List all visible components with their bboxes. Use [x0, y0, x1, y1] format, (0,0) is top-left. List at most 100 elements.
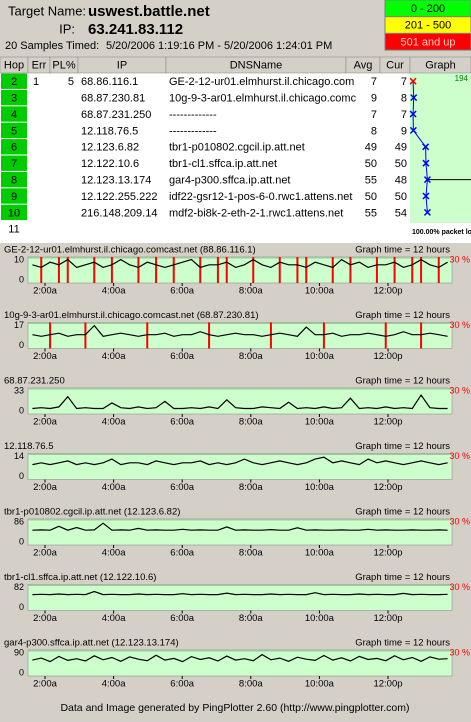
y-min: 0	[19, 667, 24, 677]
cell: 12.118.76.5	[81, 125, 138, 137]
latency-marker	[422, 159, 430, 167]
cell: tbr1-p010802.cgcil.ip.att.net	[169, 142, 305, 154]
hop-cell	[1, 122, 27, 139]
panel-title: 68.87.231.250	[4, 376, 65, 387]
time-label: 6:00a	[170, 286, 194, 297]
loss-bar	[269, 322, 272, 349]
time-range: 5/20/2006 1:19:16 PM - 5/20/2006 1:24:01…	[106, 40, 332, 52]
graph-max: 194	[455, 74, 469, 83]
cell: 50	[395, 158, 407, 170]
cell: 7	[401, 109, 407, 121]
latency-trace	[32, 394, 448, 410]
y-max: 14	[14, 451, 24, 461]
cell: 12.122.255.222	[81, 191, 157, 203]
loss-bar	[66, 257, 69, 283]
time-label: 6:00a	[170, 613, 194, 624]
latency-trace	[32, 258, 448, 269]
loss-bar	[93, 257, 96, 283]
hop-cell	[1, 221, 27, 237]
graph-time: Graph time = 12 hours	[355, 441, 450, 452]
cell: 12.123.13.174	[81, 175, 151, 187]
y-min: 0	[19, 602, 24, 612]
y-max: 86	[14, 516, 24, 526]
column-header-label: Avg	[354, 59, 373, 71]
hop-cell	[1, 188, 27, 204]
cell: 7	[401, 76, 407, 88]
cell: 11	[8, 224, 19, 236]
cell: idf22-gsr12-1-pos-6-0.rwc1.attens.net	[169, 191, 352, 203]
time-label: 12:00p	[373, 679, 402, 690]
latency-marker	[410, 94, 418, 102]
time-label: 6:00a	[170, 417, 194, 428]
loss-bar	[278, 257, 281, 283]
time-label: 8:00a	[239, 613, 263, 624]
time-label: 8:00a	[239, 679, 263, 690]
loss-bar	[172, 257, 175, 283]
loss-bar	[110, 257, 113, 283]
time-label: 4:00a	[102, 679, 126, 690]
loss-bar	[57, 257, 60, 283]
time-label: 8:00a	[239, 548, 263, 559]
time-label: 4:00a	[102, 482, 126, 493]
latency-trace	[32, 456, 448, 466]
latency-trace	[32, 522, 448, 531]
loss-scale: 30 %	[449, 516, 470, 526]
y-max: 90	[14, 647, 24, 657]
time-label: 4:00a	[102, 351, 126, 362]
cell: 7	[371, 109, 377, 121]
ip: 63.241.83.112	[88, 21, 183, 38]
samples-label: 20 Samples Timed:	[5, 40, 99, 52]
column-header	[409, 56, 471, 74]
column-header-label: Hop	[4, 59, 24, 71]
cell: 7	[11, 158, 17, 170]
y-min: 0	[19, 536, 24, 546]
cell: GE-2-12-ur01.elmhurst.il.chicago.com	[169, 76, 354, 88]
time-label: 6:00a	[170, 351, 194, 362]
latency-marker	[422, 192, 430, 200]
loss-bar	[84, 322, 87, 349]
graph-time: Graph time = 12 hours	[355, 572, 450, 583]
loss-bar	[216, 257, 219, 283]
column-header-label: PL%	[52, 59, 75, 71]
cell: 6	[11, 142, 17, 154]
cell: 68.87.230.81	[81, 93, 145, 105]
loss-scale: 30 %	[449, 582, 470, 592]
cell: 49	[365, 142, 377, 154]
loss-bar	[225, 257, 228, 283]
hop-cell	[1, 171, 27, 188]
time-label: 2:00a	[33, 679, 57, 690]
cell: 68.87.231.250	[81, 109, 151, 121]
loss-bar	[137, 257, 140, 283]
target: uswest.battle.net	[88, 3, 210, 20]
legend-label: 501 and up	[400, 36, 455, 48]
time-label: 4:00a	[102, 286, 126, 297]
loss-bar	[375, 257, 378, 283]
loss-bar	[208, 322, 211, 349]
latency-trace	[32, 590, 448, 596]
cell: 10	[8, 207, 20, 219]
panel-title: gar4-p300.sffca.ip.att.net (12.123.13.17…	[4, 638, 179, 649]
column-header-label: DNSName	[230, 59, 283, 71]
time-label: 10:00a	[305, 482, 335, 493]
loss-bar	[296, 257, 299, 283]
plot-area	[27, 453, 453, 480]
target-label: Target Name:	[8, 3, 86, 18]
plot-area	[27, 649, 453, 677]
cell: tbr1-cl1.sffca.ip.att.net	[169, 158, 277, 170]
table	[0, 57, 471, 243]
loss-bar	[49, 322, 52, 349]
loss-scale: 30 %	[449, 320, 470, 330]
loss-bar	[384, 322, 387, 349]
time-label: 6:00a	[170, 679, 194, 690]
time-label: 12:00p	[373, 351, 402, 362]
ip-label: IP:	[59, 21, 75, 36]
y-min: 0	[19, 274, 24, 284]
y-min: 0	[19, 405, 24, 415]
time-label: 10:00a	[305, 548, 335, 559]
hop-cell	[1, 106, 27, 122]
loss-bar	[155, 257, 158, 283]
cell: 12.123.6.82	[81, 142, 139, 154]
cell: 9	[11, 191, 17, 203]
cell: 4	[11, 109, 17, 121]
